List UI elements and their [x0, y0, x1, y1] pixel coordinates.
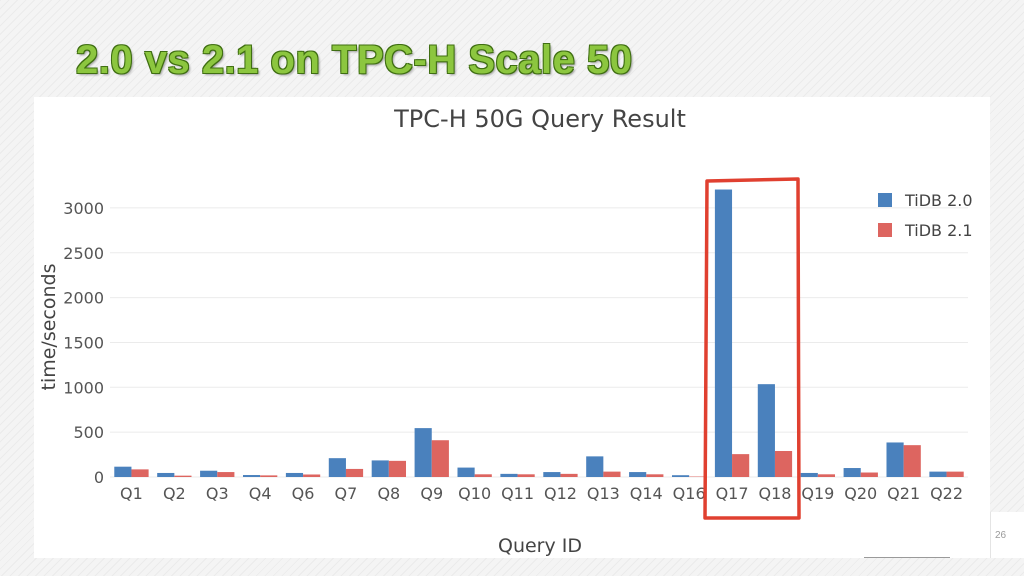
page-number: 26	[995, 530, 1007, 541]
bar-tidb20-q17	[714, 189, 733, 477]
x-tick-label: Q21	[887, 484, 920, 503]
x-tick-label: Q22	[930, 484, 963, 503]
bar-tidb20-q9	[414, 428, 432, 477]
legend-label: TiDB 2.0	[904, 191, 973, 210]
bar-tidb21-q2	[174, 475, 192, 477]
x-tick-label: Q4	[249, 484, 272, 503]
y-axis-label: time/seconds	[38, 264, 60, 391]
y-tick-label: 3000	[63, 199, 104, 218]
chart-title: TPC-H 50G Query Result	[393, 105, 686, 133]
legend-swatch	[878, 223, 892, 237]
bar-tidb21-q10	[474, 474, 492, 477]
bar-tidb21-q12	[560, 473, 578, 477]
bar-tidb21-q6	[303, 474, 321, 477]
y-tick-label: 2000	[63, 289, 104, 308]
x-tick-label: Q1	[120, 484, 143, 503]
slide-title: 2.0 vs 2.1 on TPC-H Scale 50	[76, 38, 633, 82]
bar-tidb20-q12	[543, 472, 561, 477]
bar-tidb21-q13	[603, 471, 621, 477]
bar-tidb20-q7	[328, 458, 346, 477]
footer-line	[864, 557, 950, 558]
x-tick-label: Q18	[758, 484, 791, 503]
x-tick-label: Q19	[801, 484, 834, 503]
bar-tidb21-q19	[817, 474, 836, 477]
bar-tidb21-q11	[517, 474, 535, 477]
y-tick-labels: 0 500 1000 1500 2000 2500 3000	[63, 199, 104, 487]
x-tick-label: Q7	[335, 484, 358, 503]
gridlines	[110, 207, 968, 478]
x-tick-label: Q13	[587, 484, 620, 503]
bar-tidb21-q20	[860, 472, 878, 477]
y-tick-label: 1500	[63, 333, 104, 352]
bar-tidb20-q22	[929, 471, 947, 477]
x-tick-label: Q9	[420, 484, 443, 503]
x-tick-label: Q10	[458, 484, 491, 503]
bar-tidb20-q3	[200, 470, 218, 477]
bar-tidb21-q7	[345, 468, 364, 477]
bar-tidb21-q4	[260, 475, 278, 477]
x-tick-label: Q3	[206, 484, 229, 503]
bar-tidb20-q20	[843, 468, 861, 477]
x-tick-label: Q11	[501, 484, 534, 503]
bar-tidb20-q19	[800, 472, 818, 477]
y-tick-label: 1000	[63, 378, 104, 397]
bar-tidb21-q17	[732, 454, 750, 477]
x-tick-labels: Q1 Q2 Q3 Q4 Q6 Q7 Q8 Q9 Q10 Q11 Q12 Q13 Q14 Q16 Q17 Q18…	[120, 484, 963, 503]
x-tick-label: Q16	[673, 484, 706, 503]
bar-tidb20-q1	[114, 466, 132, 477]
bar-tidb21-q21	[903, 445, 921, 477]
bar-tidb20-q14	[629, 472, 647, 477]
x-tick-label: Q2	[163, 484, 186, 503]
legend: TiDB 2.0 TiDB 2.1	[878, 191, 973, 240]
bar-tidb20-q4	[242, 475, 261, 477]
bar-tidb21-q14	[646, 474, 664, 477]
bar-tidb21-q3	[217, 472, 235, 477]
x-axis-label: Query ID	[498, 535, 582, 557]
bar-tidb20-q16	[671, 475, 690, 477]
x-tick-label: Q20	[844, 484, 877, 503]
bar-tidb21-q22	[946, 471, 964, 477]
x-tick-label: Q17	[716, 484, 749, 503]
bar-tidb20-q10	[457, 467, 475, 477]
x-tick-label: Q8	[377, 484, 400, 503]
bar-tidb21-q9	[431, 440, 449, 477]
bar-tidb20-q13	[586, 456, 604, 477]
bar-tidb21-q18	[774, 450, 793, 477]
y-tick-label: 500	[73, 423, 104, 442]
legend-swatch	[878, 193, 892, 207]
bar-tidb20-q2	[157, 472, 175, 477]
y-tick-label: 0	[94, 468, 104, 487]
bar-tidb21-q8	[388, 460, 407, 477]
x-tick-label: Q12	[544, 484, 577, 503]
legend-label: TiDB 2.1	[904, 221, 973, 240]
x-tick-label: Q14	[630, 484, 663, 503]
bar-tidb20-q8	[371, 460, 389, 477]
bar-tidb20-q11	[500, 473, 518, 477]
bar-tidb21-q1	[131, 469, 149, 477]
bar-tidb20-q6	[285, 472, 304, 477]
y-tick-label: 2500	[63, 244, 104, 263]
chart-panel: 0 500 1000 1500 2000 2500 3000 Q1 Q2 Q3 Q4 Q6 Q7 Q8 Q…	[34, 97, 990, 558]
x-tick-label: Q6	[292, 484, 315, 503]
bar-tidb20-q21	[886, 442, 904, 477]
page-number-box	[990, 512, 1024, 558]
highlight-box	[703, 177, 801, 520]
bars	[114, 189, 964, 477]
bar-tidb20-q18	[757, 384, 775, 477]
